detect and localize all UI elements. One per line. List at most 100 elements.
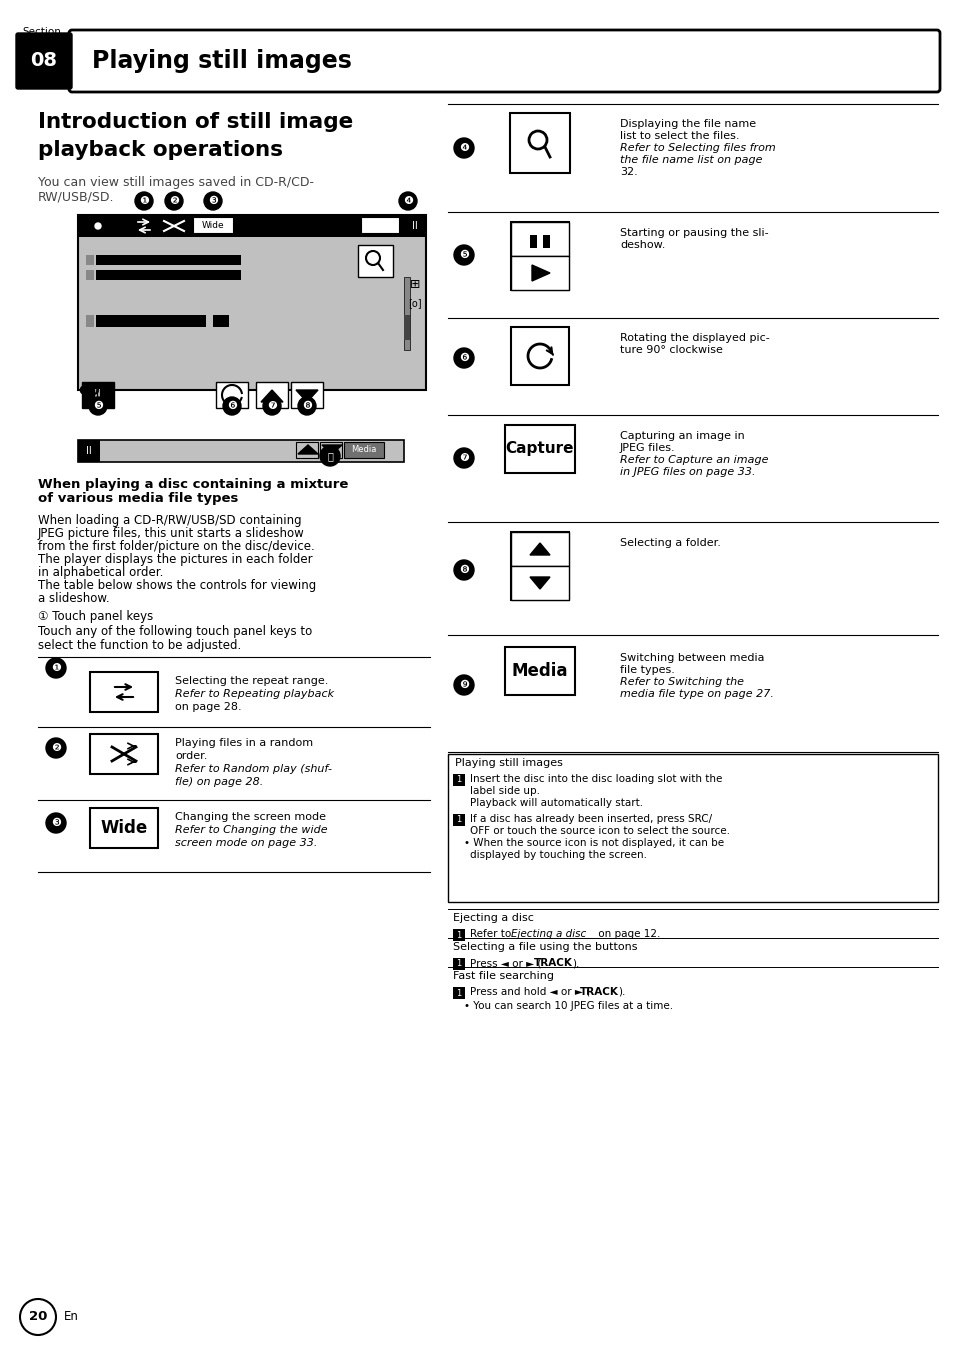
Bar	[255, 383, 288, 408]
Text: ❺: ❺	[458, 250, 469, 260]
Text: ❷: ❷	[169, 196, 179, 206]
Bar	[504, 425, 575, 473]
Text: ❺: ❺	[92, 402, 103, 411]
Text: list to select the files.: list to select the files.	[619, 131, 739, 141]
Bar	[78, 215, 426, 389]
Text: Section: Section	[22, 27, 61, 37]
Text: ture 90° clockwise: ture 90° clockwise	[619, 345, 722, 356]
Text: ).: ).	[618, 987, 625, 996]
Text: displayed by touching the screen.: displayed by touching the screen.	[470, 850, 646, 860]
Text: Press ◄ or ► (: Press ◄ or ► (	[470, 959, 540, 968]
Bar	[344, 442, 384, 458]
Text: ❼: ❼	[267, 402, 276, 411]
Bar	[90, 808, 158, 848]
Circle shape	[20, 1299, 56, 1334]
Text: 1: 1	[456, 988, 461, 998]
Text: Capture: Capture	[505, 442, 574, 457]
Text: Switching between media: Switching between media	[619, 653, 763, 662]
Text: Ejecting a disc: Ejecting a disc	[511, 929, 586, 940]
Text: ❹: ❹	[402, 196, 413, 206]
Bar	[213, 315, 229, 327]
Circle shape	[223, 397, 241, 415]
Text: JPEG files.: JPEG files.	[619, 443, 675, 453]
Bar	[78, 439, 100, 462]
Text: ❸: ❸	[208, 196, 218, 206]
Text: Selecting a folder.: Selecting a folder.	[619, 538, 720, 548]
Bar	[453, 987, 464, 999]
Text: Playing files in a random: Playing files in a random	[174, 738, 313, 748]
Bar	[453, 814, 464, 826]
Polygon shape	[261, 389, 283, 402]
Text: ❻: ❻	[227, 402, 236, 411]
Text: Refer to: Refer to	[470, 929, 514, 940]
Text: ❾: ❾	[458, 680, 469, 690]
Text: Fast file searching: Fast file searching	[453, 971, 554, 982]
Bar	[193, 218, 233, 233]
Text: • You can search 10 JPEG files at a time.: • You can search 10 JPEG files at a time…	[463, 1000, 673, 1011]
Bar	[96, 256, 241, 265]
Bar	[90, 672, 158, 713]
Polygon shape	[532, 265, 550, 281]
Text: 1: 1	[456, 776, 461, 784]
Text: JPEG picture files, this unit starts a slideshow: JPEG picture files, this unit starts a s…	[38, 527, 304, 539]
Text: Ejecting a disc: Ejecting a disc	[453, 913, 534, 923]
Text: from the first folder/picture on the disc/device.: from the first folder/picture on the dis…	[38, 539, 314, 553]
Text: media file type on page 27.: media file type on page 27.	[619, 690, 773, 699]
Text: Changing the screen mode: Changing the screen mode	[174, 813, 326, 822]
Text: ❸: ❸	[51, 818, 61, 827]
Circle shape	[204, 192, 222, 210]
Text: a slideshow.: a slideshow.	[38, 592, 110, 604]
Circle shape	[454, 448, 474, 468]
Text: 1: 1	[456, 960, 461, 968]
Bar	[90, 734, 158, 773]
Circle shape	[398, 192, 416, 210]
Text: Refer to Capture an image: Refer to Capture an image	[619, 456, 768, 465]
Bar	[453, 773, 464, 786]
Text: of various media file types: of various media file types	[38, 492, 238, 506]
Bar	[453, 929, 464, 941]
Text: Refer to Switching the: Refer to Switching the	[619, 677, 743, 687]
Circle shape	[454, 347, 474, 368]
Text: ❷: ❷	[51, 744, 61, 753]
Text: Playing still images: Playing still images	[91, 49, 352, 73]
Text: ❹: ❹	[458, 143, 469, 153]
Bar	[504, 648, 575, 695]
Text: Playback will automatically start.: Playback will automatically start.	[470, 798, 642, 808]
Text: select the function to be adjusted.: select the function to be adjusted.	[38, 639, 241, 652]
Circle shape	[454, 675, 474, 695]
Text: RW/USB/SD.: RW/USB/SD.	[38, 191, 114, 203]
Text: file types.: file types.	[619, 665, 674, 675]
Text: the file name list on page: the file name list on page	[619, 155, 761, 165]
Text: on page 12.: on page 12.	[595, 929, 659, 940]
Text: OFF or touch the source icon to select the source.: OFF or touch the source icon to select t…	[470, 826, 729, 836]
Text: playback operations: playback operations	[38, 141, 283, 160]
Text: Capturing an image in: Capturing an image in	[619, 431, 744, 441]
Text: ❼: ❼	[458, 453, 469, 462]
Circle shape	[454, 138, 474, 158]
Bar	[295, 442, 317, 458]
Text: ① Touch panel keys: ① Touch panel keys	[38, 610, 153, 623]
Bar	[403, 277, 410, 350]
Bar	[453, 959, 464, 969]
Text: ❻: ❻	[458, 353, 469, 362]
Bar	[158, 215, 190, 237]
Polygon shape	[530, 577, 550, 589]
Text: 1: 1	[456, 930, 461, 940]
Text: Rotating the displayed pic-: Rotating the displayed pic-	[619, 333, 769, 343]
Text: The table below shows the controls for viewing: The table below shows the controls for v…	[38, 579, 315, 592]
Circle shape	[46, 658, 66, 677]
Bar	[130, 215, 158, 237]
Text: on page 28.: on page 28.	[174, 702, 241, 713]
Circle shape	[263, 397, 281, 415]
Circle shape	[297, 397, 315, 415]
Circle shape	[95, 223, 101, 228]
Text: Refer to Selecting files from: Refer to Selecting files from	[619, 143, 775, 153]
Circle shape	[46, 738, 66, 758]
Circle shape	[135, 192, 152, 210]
Bar	[511, 256, 568, 289]
Text: En: En	[64, 1310, 79, 1324]
Bar	[291, 383, 323, 408]
Circle shape	[165, 192, 183, 210]
Polygon shape	[295, 389, 317, 402]
Text: Wide: Wide	[100, 819, 148, 837]
